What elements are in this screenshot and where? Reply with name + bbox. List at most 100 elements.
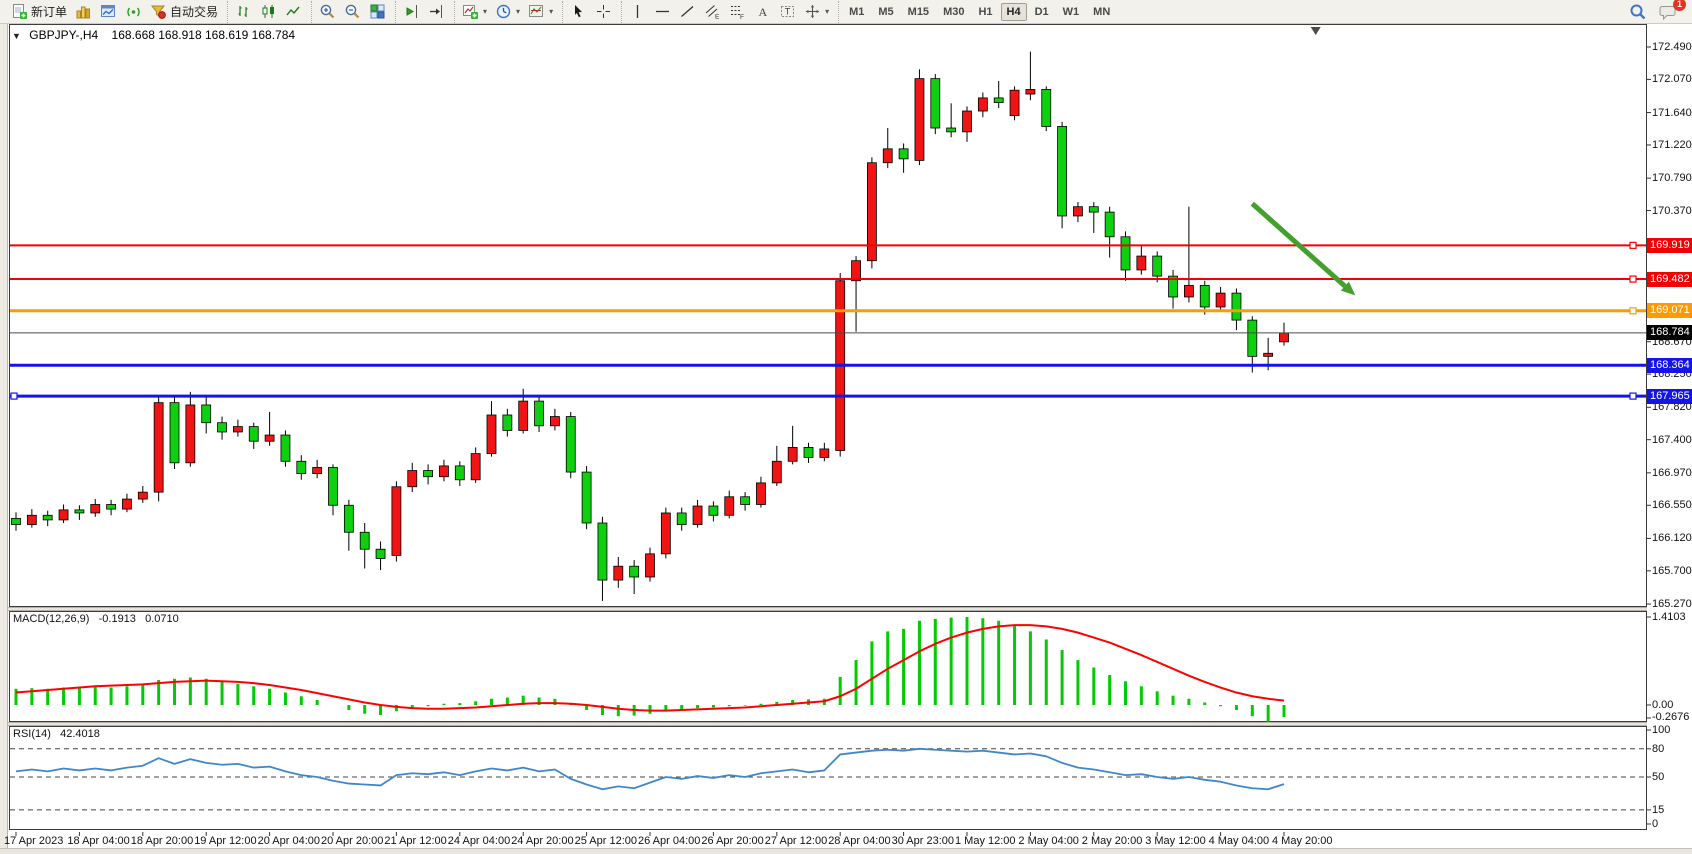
price-axis-tick-label: -0.2676 xyxy=(1652,711,1690,723)
time-axis-label: 28 Apr 04:00 xyxy=(828,835,891,847)
timeframe-button-h4[interactable]: H4 xyxy=(1000,2,1027,21)
zoom-in-icon xyxy=(319,3,336,20)
channel-icon: E xyxy=(704,3,721,20)
auto-trading-icon xyxy=(150,3,167,20)
timeframe-button-m15[interactable]: M15 xyxy=(907,5,930,18)
candlestick-chart-button[interactable] xyxy=(256,1,281,23)
timeframe-button-d1[interactable]: D1 xyxy=(1034,5,1049,18)
time-axis-label: 18 Apr 20:00 xyxy=(130,835,194,847)
toolbar-right-group: 1 xyxy=(1625,0,1690,23)
tile-windows-button[interactable] xyxy=(365,1,390,23)
text-button[interactable]: A xyxy=(750,1,775,23)
macd-name: MACD(12,26,9) xyxy=(13,613,90,625)
auto-trading-button[interactable]: 自动交易 xyxy=(146,1,222,23)
cursor-button[interactable] xyxy=(566,1,591,23)
bar-chart-button[interactable] xyxy=(231,1,256,23)
price-axis-tick-label: 165.700 xyxy=(1652,564,1692,577)
crosshair-icon xyxy=(595,3,612,20)
chart-shift-button[interactable] xyxy=(424,1,449,23)
zoom-out-button[interactable] xyxy=(340,1,365,23)
chart-symbol-period: GBPJPY-,H4 xyxy=(29,28,99,42)
timeframe-button-m30[interactable]: M30 xyxy=(943,5,965,18)
label-button[interactable]: T xyxy=(775,1,800,23)
dropdown-caret-icon[interactable]: ▾ xyxy=(516,7,521,16)
timeframe-button-m5[interactable]: M5 xyxy=(878,5,894,18)
window-left-gutter xyxy=(0,24,8,854)
dropdown-caret-icon[interactable]: ▾ xyxy=(825,7,830,16)
indicators-button[interactable]: ▾ xyxy=(458,1,491,23)
chart-shift-icon xyxy=(428,3,445,20)
price-axis-tick-label: 165.270 xyxy=(1652,598,1692,610)
fibonacci-button[interactable]: F xyxy=(725,1,750,23)
zoom-out-icon xyxy=(344,3,361,20)
periods-button[interactable]: ▾ xyxy=(491,1,524,23)
dropdown-caret-icon[interactable]: ▾ xyxy=(483,7,488,16)
time-axis-label: 3 May 12:00 xyxy=(1145,835,1206,847)
macd-pane[interactable] xyxy=(9,611,1646,722)
notification-badge: 1 xyxy=(1673,0,1686,11)
time-axis-label: 26 Apr 20:00 xyxy=(701,835,764,847)
auto-scroll-icon xyxy=(403,3,420,20)
line-chart-button[interactable] xyxy=(281,1,306,23)
macd-indicator-label: MACD(12,26,9) -0.1913 0.0710 xyxy=(13,613,179,625)
time-axis-label: 20 Apr 04:00 xyxy=(257,835,320,847)
time-axis-label: 21 Apr 12:00 xyxy=(384,835,447,847)
time-axis-label: 4 May 20:00 xyxy=(1272,835,1333,847)
clock-icon xyxy=(495,3,512,20)
timeframe-button-mn[interactable]: MN xyxy=(1093,5,1111,18)
chart-window-button[interactable] xyxy=(71,1,96,23)
search-icon xyxy=(1629,3,1647,21)
main-chart-pane[interactable] xyxy=(9,25,1646,607)
timeframe-button-w1[interactable]: W1 xyxy=(1062,5,1080,18)
time-axis-label: 18 Apr 04:00 xyxy=(67,835,130,847)
chat-button[interactable]: 1 xyxy=(1655,0,1686,23)
horizontal-line-icon xyxy=(654,3,671,20)
window-bottom-edge xyxy=(0,848,1692,854)
timeframe-button-h1[interactable]: H1 xyxy=(978,5,993,18)
text-icon: A xyxy=(754,3,771,20)
dropdown-caret-icon[interactable]: ▾ xyxy=(549,7,554,16)
chart-ohlc-values: 168.668 168.918 168.619 168.784 xyxy=(111,28,296,42)
price-axis-tick-label: 170.370 xyxy=(1652,204,1692,217)
rsi-indicator-label: RSI(14) 42.4018 xyxy=(13,728,100,740)
signals-button[interactable] xyxy=(121,1,146,23)
market-watch-icon xyxy=(100,3,117,20)
channel-button[interactable]: E xyxy=(700,1,725,23)
vertical-line-icon xyxy=(629,3,646,20)
trendline-button[interactable] xyxy=(675,1,700,23)
timeframe-button-m1[interactable]: M1 xyxy=(849,5,865,18)
time-axis-label: 20 Apr 20:00 xyxy=(321,835,384,847)
chart-menu-caret-icon[interactable]: ▼ xyxy=(12,31,21,41)
pane-splitter-rsi[interactable] xyxy=(8,722,1647,726)
rsi-pane[interactable] xyxy=(9,726,1646,830)
horizontal-line-button[interactable] xyxy=(650,1,675,23)
auto-scroll-button[interactable] xyxy=(399,1,424,23)
tile-windows-icon xyxy=(369,3,386,20)
price-axis-tick-label: 167.400 xyxy=(1652,433,1692,446)
templates-icon xyxy=(528,3,545,20)
zoom-in-button[interactable] xyxy=(315,1,340,23)
price-axis-tick-label: 166.550 xyxy=(1652,499,1692,512)
search-button[interactable] xyxy=(1625,1,1651,23)
toolbar-group-draw: E F A T ▾ xyxy=(621,0,836,23)
crosshair-button[interactable] xyxy=(591,1,616,23)
current-price-badge: 168.784 xyxy=(1647,325,1692,341)
vertical-line-button[interactable] xyxy=(625,1,650,23)
bar-chart-icon xyxy=(235,3,252,20)
toolbar-group-timeframes: M1 M5 M15 M30 H1 H4 D1 W1 MN xyxy=(838,0,1120,23)
market-watch-button[interactable] xyxy=(96,1,121,23)
price-axis-tick-label: 170.790 xyxy=(1652,172,1692,185)
price-axis-tick-label: 15 xyxy=(1652,803,1665,816)
rsi-value: 42.4018 xyxy=(60,728,100,740)
arrows-icon xyxy=(804,3,821,20)
pane-splitter-macd[interactable] xyxy=(8,607,1647,611)
macd-value: -0.1913 xyxy=(98,613,136,625)
new-order-button[interactable]: 新订单 xyxy=(7,1,71,23)
price-axis-tick-label: 166.970 xyxy=(1652,466,1692,479)
candlestick-chart-icon xyxy=(260,3,277,20)
time-axis-label: 17 Apr 2023 xyxy=(4,835,64,847)
templates-button[interactable]: ▾ xyxy=(524,1,557,23)
price-level-badge: 169.919 xyxy=(1647,237,1692,253)
arrows-button[interactable]: ▾ xyxy=(800,1,833,23)
